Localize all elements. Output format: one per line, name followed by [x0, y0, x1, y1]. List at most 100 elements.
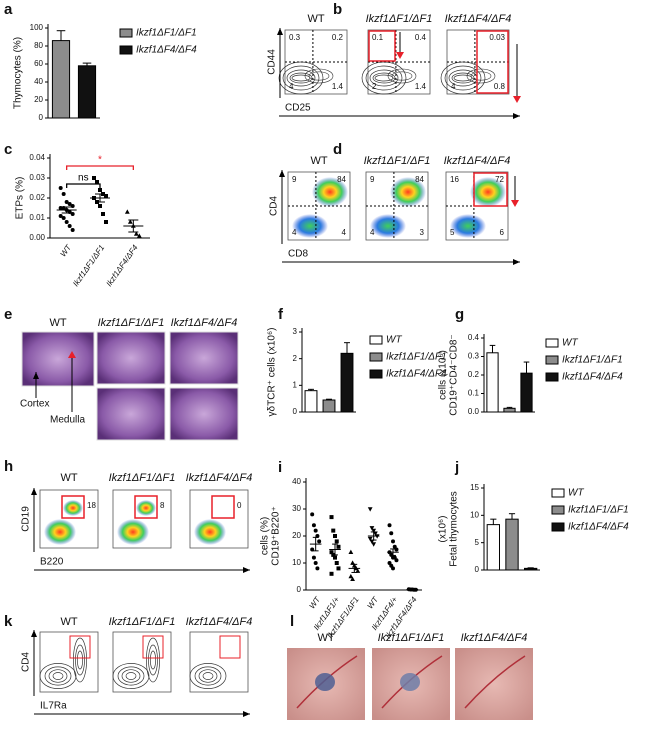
contour	[451, 72, 475, 84]
legend-swatch	[369, 335, 383, 345]
bar	[520, 372, 533, 413]
image-title: WT	[49, 317, 66, 329]
histology-image	[96, 387, 166, 441]
legend-label: Ikzf1ΔF1/ΔF1	[568, 505, 629, 516]
panel-letter: h	[4, 458, 13, 475]
plot-frame	[446, 29, 510, 95]
vessel	[464, 655, 526, 709]
image-title: Ikzf1ΔF1/ΔF1	[378, 632, 445, 644]
contour	[117, 666, 145, 686]
data-point	[334, 561, 339, 565]
data-point	[331, 528, 336, 533]
data-point	[313, 528, 318, 533]
data-point	[61, 216, 66, 220]
x-tick-label: WT	[366, 594, 381, 610]
density	[312, 177, 348, 207]
data-point	[348, 573, 354, 579]
legend-label: Ikzf1ΔF4/ΔF4	[386, 369, 447, 380]
quadrant-value: 72	[495, 175, 504, 184]
legend-swatch	[545, 338, 559, 348]
significance-bracket	[66, 183, 101, 188]
data-point	[315, 566, 320, 571]
plot-title: Ikzf1ΔF4/ΔF4	[445, 13, 512, 25]
density	[292, 214, 328, 238]
bar	[486, 524, 500, 571]
density	[63, 500, 83, 516]
contour	[148, 644, 158, 676]
legend-label: WT	[568, 488, 584, 499]
bar	[77, 65, 97, 119]
image-label: Cortex	[20, 399, 49, 410]
plot-frame	[284, 29, 348, 95]
data-point	[391, 566, 395, 571]
contour	[387, 68, 417, 84]
data-point	[136, 233, 142, 238]
y-tick-label: 0	[475, 565, 480, 574]
data-point	[367, 536, 373, 542]
data-point	[67, 224, 72, 228]
y-tick-label: 0.01	[29, 213, 45, 222]
density	[470, 177, 506, 207]
quadrant-value: 0.2	[332, 33, 344, 42]
data-point	[92, 176, 96, 180]
data-point	[61, 192, 66, 196]
panel-letter: j	[454, 459, 459, 476]
quadrant-value: 16	[450, 175, 459, 184]
gate	[473, 172, 508, 207]
legend-label: Ikzf1ΔF1/ΔF1	[386, 352, 447, 363]
density	[450, 214, 486, 238]
y-tick-label: 40	[292, 477, 301, 486]
contour	[44, 666, 72, 686]
gate	[211, 495, 235, 519]
y-axis-label: ETPs (%)	[15, 177, 26, 220]
legend-swatch	[545, 355, 559, 365]
plot-title: WT	[310, 155, 327, 167]
y-tick-label: 5	[475, 538, 480, 547]
quadrant-value: 2	[372, 82, 377, 91]
panel-letter: e	[4, 306, 12, 323]
quadrant-value: 84	[415, 175, 424, 184]
data-point	[350, 576, 355, 581]
bar	[486, 352, 499, 413]
bar	[51, 40, 71, 119]
data-point	[313, 561, 318, 565]
data-point	[373, 531, 378, 536]
gate	[134, 495, 158, 519]
image-title: Ikzf1ΔF4/ΔF4	[461, 632, 528, 644]
contour	[194, 666, 222, 686]
contour	[304, 68, 334, 84]
bar	[304, 390, 318, 413]
data-point	[355, 568, 361, 573]
panel-letter: k	[4, 613, 13, 630]
histology-image	[21, 331, 95, 387]
quadrant-value: 84	[337, 175, 346, 184]
plot-title: Ikzf1ΔF1/ΔF1	[364, 155, 431, 167]
plot-frame	[39, 631, 99, 693]
quadrant-value: 4	[289, 82, 294, 91]
quadrant-value: 4	[451, 82, 456, 91]
gate-value: 18	[87, 501, 96, 510]
y-tick-label: 15	[470, 483, 479, 492]
data-point	[333, 555, 337, 560]
y-tick-label: 2	[293, 354, 298, 363]
data-point	[369, 526, 375, 531]
x-tick-label: Ikzf1ΔF1/ΔF1	[71, 243, 106, 288]
legend-swatch	[545, 372, 559, 382]
data-point	[67, 202, 72, 206]
y-tick-label: 0.00	[29, 233, 45, 242]
legend-swatch	[369, 369, 383, 379]
contour	[112, 663, 150, 689]
gate-value: 0	[237, 501, 242, 510]
quadrant-value: 0.4	[415, 33, 427, 42]
gate	[69, 635, 91, 659]
contour	[282, 65, 320, 91]
data-point	[64, 200, 69, 204]
data-point	[310, 512, 315, 517]
contour	[121, 669, 141, 683]
legend-label: Ikzf1ΔF1/ΔF1	[562, 355, 623, 366]
histology-image	[169, 331, 239, 385]
data-point	[329, 550, 334, 555]
contour	[391, 71, 413, 81]
bar	[322, 399, 336, 413]
